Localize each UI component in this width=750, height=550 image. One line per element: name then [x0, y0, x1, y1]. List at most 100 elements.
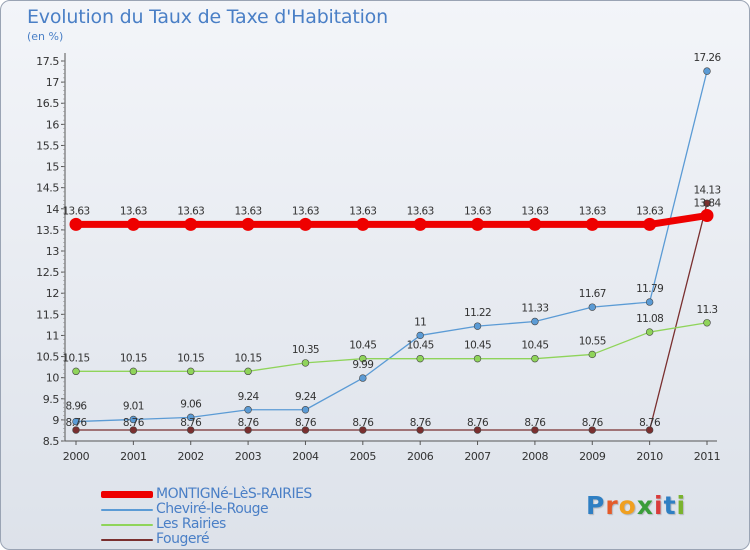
- data-point: [301, 426, 310, 434]
- logo-letter: x: [636, 491, 654, 520]
- data-label: 13.63: [407, 205, 434, 217]
- y-tick-label: 15: [46, 161, 60, 174]
- data-label: 8.76: [410, 417, 432, 429]
- data-label: 10.45: [349, 340, 376, 352]
- data-label: 11.22: [464, 307, 491, 319]
- data-point: [703, 319, 711, 327]
- y-tick-label: 14.5: [36, 182, 59, 195]
- data-label: 8.76: [467, 417, 489, 429]
- data-point: [645, 426, 654, 434]
- data-label: 13.63: [177, 205, 204, 217]
- data-label: 8.76: [180, 417, 202, 429]
- data-point: [643, 217, 657, 231]
- data-label: 10.15: [177, 352, 204, 364]
- logo-letter: P: [586, 491, 606, 520]
- data-label: 13.63: [292, 205, 319, 217]
- proxiti-logo: Proxiti: [586, 491, 686, 520]
- legend-label-fougere: Fougeré: [156, 531, 210, 547]
- x-tick-label: 2003: [235, 450, 262, 463]
- y-tick-label: 9.5: [43, 393, 60, 406]
- data-point: [588, 426, 596, 434]
- x-tick-label: 2002: [178, 450, 204, 463]
- x-tick-label: 2009: [579, 450, 606, 463]
- legend-swatch-montigne: [101, 491, 153, 498]
- data-point: [588, 303, 596, 311]
- data-label: 8.76: [524, 417, 546, 429]
- data-point: [703, 67, 711, 75]
- data-label: 11.67: [579, 288, 606, 300]
- logo-letter: r: [605, 491, 619, 520]
- legend: MONTIGNé-LèS-RAIRIES Cheviré-le-Rouge Le…: [101, 486, 421, 547]
- data-point: [241, 217, 255, 231]
- x-tick-label: 2000: [63, 450, 90, 463]
- y-tick-label: 15.5: [36, 139, 59, 152]
- legend-swatch-chevire: [101, 509, 153, 511]
- logo-letter: i: [654, 491, 664, 520]
- legend-item-fougere[interactable]: Fougeré: [101, 531, 421, 547]
- legend-item-les-rairies[interactable]: Les Rairies: [101, 516, 421, 532]
- data-label: 8.76: [639, 417, 661, 429]
- logo-letter: i: [676, 491, 687, 520]
- chart-subtitle: (en %): [27, 30, 64, 43]
- data-label: 9.99: [352, 359, 373, 371]
- data-point: [187, 413, 195, 422]
- data-point: [473, 426, 482, 434]
- data-label: 13.63: [62, 205, 89, 217]
- x-tick-label: 2004: [292, 450, 319, 463]
- series-line: [75, 322, 708, 372]
- data-point: [72, 367, 80, 376]
- y-tick-label: 14: [46, 203, 60, 216]
- data-point: [416, 331, 424, 340]
- data-point: [129, 426, 138, 434]
- data-point: [473, 322, 482, 330]
- data-label: 13.63: [579, 205, 606, 217]
- y-tick-label: 10: [46, 372, 60, 385]
- data-label: 8.76: [352, 417, 374, 429]
- data-point: [356, 217, 370, 231]
- y-tick-label: 11.5: [36, 308, 59, 321]
- x-tick-label: 2010: [636, 450, 663, 463]
- data-label: 13.63: [636, 205, 663, 217]
- data-label: 11.79: [636, 283, 663, 295]
- legend-label-les-rairies: Les Rairies: [156, 516, 226, 532]
- data-label: 11.3: [697, 304, 718, 316]
- y-tick-label: 17: [46, 76, 60, 89]
- logo-letter: t: [663, 491, 677, 520]
- data-label: 13.63: [349, 205, 376, 217]
- y-tick-label: 12.5: [36, 266, 59, 279]
- legend-item-montigne[interactable]: MONTIGNé-LèS-RAIRIES: [101, 486, 421, 502]
- data-label: 11.08: [636, 313, 663, 325]
- x-tick-label: 2008: [522, 450, 549, 463]
- series-line: [75, 202, 708, 431]
- data-label: 13.63: [120, 205, 147, 217]
- data-point: [359, 354, 367, 363]
- data-point: [528, 217, 542, 231]
- data-label: 13.63: [235, 205, 262, 217]
- data-label: 9.24: [295, 391, 317, 403]
- data-label: 17.26: [693, 52, 721, 64]
- data-point: [244, 367, 252, 376]
- x-tick-label: 2011: [694, 450, 720, 463]
- data-point: [244, 426, 252, 434]
- data-label: 10.45: [521, 340, 548, 352]
- data-label: 8.96: [66, 401, 88, 413]
- data-label: 10.15: [235, 352, 262, 364]
- data-point: [416, 354, 424, 363]
- data-label: 9.01: [123, 400, 144, 412]
- legend-swatch-les-rairies: [101, 524, 153, 526]
- data-point: [298, 217, 312, 231]
- data-point: [703, 199, 711, 207]
- data-point: [69, 217, 83, 231]
- x-tick-label: 2006: [407, 450, 434, 463]
- data-label: 8.76: [66, 417, 88, 429]
- data-label: 13.63: [521, 205, 548, 217]
- data-label: 10.55: [579, 335, 606, 347]
- data-point: [471, 217, 485, 231]
- data-point: [416, 426, 424, 434]
- data-label: 8.76: [582, 417, 604, 429]
- data-label: 14.13: [693, 184, 720, 196]
- legend-item-chevire[interactable]: Cheviré-le-Rouge: [101, 501, 421, 517]
- y-tick-label: 13.5: [36, 224, 59, 237]
